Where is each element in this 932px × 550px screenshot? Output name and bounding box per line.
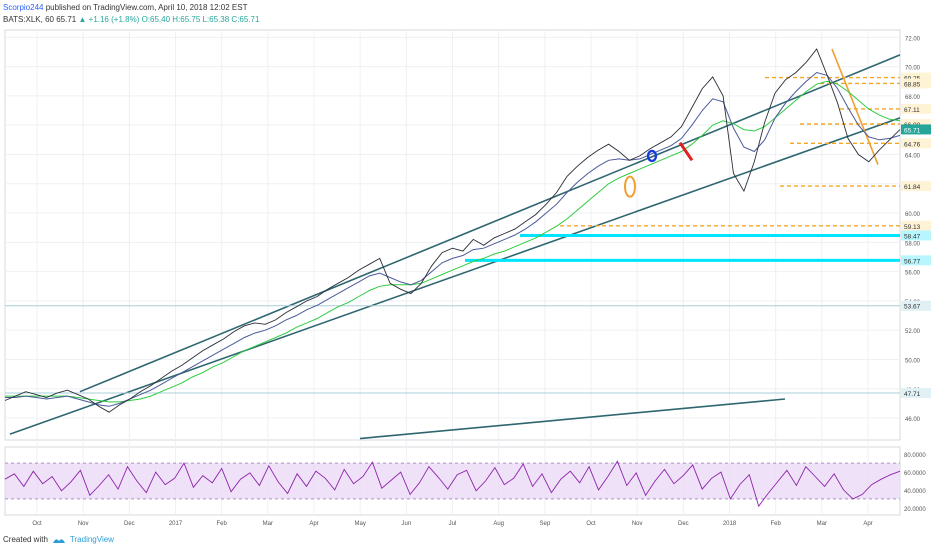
orange-downtrend-line [831, 48, 879, 166]
price-tag-label-bg [901, 300, 931, 311]
rsi-tick-label: 80.0000 [904, 453, 926, 459]
price-tag-label: 64.76 [904, 141, 921, 148]
price-tag-label-bg [901, 387, 931, 398]
rsi-tick-label: 40.0000 [904, 489, 926, 495]
price-tag-label-bg [901, 78, 931, 89]
price-tag-label-bg [901, 119, 931, 130]
x-tick-label: Feb [770, 521, 781, 527]
price-tag-label-bg [901, 255, 931, 266]
x-tick-label: Oct [586, 521, 596, 527]
price-tag-label: 53.67 [904, 304, 921, 311]
ohlc-values: O:65.40 H:65.75 L:65.38 C:65.71 [141, 15, 260, 24]
price-tag-label-bg [901, 103, 931, 114]
price-tag-label-bg [901, 181, 931, 192]
y-tick-label: 68.00 [905, 95, 921, 101]
footer: Created with TradingView [3, 533, 114, 547]
y-tick-label: 60.00 [905, 212, 921, 218]
orange-circle-marker [624, 175, 636, 198]
y-tick-label: 64.00 [905, 153, 921, 159]
lower-channel-line [9, 117, 901, 435]
x-tick-label: Nov [632, 521, 643, 527]
price-tag-label: 68.85 [904, 81, 921, 88]
chart-header: Scorpio244 published on TradingView.com,… [3, 2, 603, 28]
price-tag-label: 59.13 [904, 224, 921, 231]
y-tick-label: 50.00 [905, 358, 921, 364]
last-price: 65.71 [56, 15, 77, 24]
axes: 46.0048.0050.0052.0054.0056.0058.0060.00… [32, 36, 931, 527]
tradingview-brand-link[interactable]: TradingView [69, 535, 114, 544]
slow-moving-average-line [5, 80, 901, 403]
price-tag-label-bg [901, 138, 931, 149]
x-tick-label: Dec [678, 521, 689, 527]
y-tick-label: 46.00 [905, 417, 921, 423]
publish-line: Scorpio244 published on TradingView.com,… [3, 2, 603, 14]
x-tick-label: Aug [493, 521, 504, 527]
y-tick-label: 70.00 [905, 66, 921, 72]
x-tick-label: Jul [449, 521, 457, 527]
blue-circle-marker [646, 149, 658, 163]
last-price-tag: 65.71 [904, 127, 921, 134]
rsi-tick-label: 60.0000 [904, 471, 926, 477]
price-tag-label: 67.11 [904, 107, 920, 114]
ohlc-line: BATS:XLK, 60 65.71 ▲ +1.16 (+1.8%) O:65.… [3, 14, 603, 26]
tradingview-logo-icon [52, 538, 65, 543]
price-tag-label: 61.84 [904, 184, 921, 191]
x-tick-label: May [354, 521, 365, 527]
price-tag-label: 47.71 [904, 391, 921, 398]
created-with-text: Created with [3, 535, 48, 544]
author-link[interactable]: Scorpio244 [3, 3, 44, 12]
last-price-tag-bg [901, 124, 931, 135]
price-tag-label: 58.47 [904, 233, 921, 240]
x-tick-label: Mar [263, 521, 273, 527]
y-tick-label: 52.00 [905, 329, 921, 335]
price-line [4, 48, 901, 413]
x-tick-label: Apr [863, 521, 872, 527]
x-tick-label: Feb [216, 521, 227, 527]
x-tick-label: Dec [124, 521, 135, 527]
y-tick-label: 72.00 [905, 36, 921, 42]
grid-lines [4, 29, 901, 516]
y-tick-label: 56.00 [905, 271, 921, 277]
change-value: ▲ +1.16 (+1.8%) [78, 15, 140, 24]
price-pane [4, 48, 901, 440]
rsi-pane [4, 460, 901, 508]
x-tick-label: Mar [817, 521, 827, 527]
x-tick-label: Sep [539, 521, 550, 527]
rsi-line [4, 460, 901, 508]
x-tick-label: Apr [309, 521, 318, 527]
y-tick-label: 58.00 [905, 241, 921, 247]
price-tag-label-bg [901, 220, 931, 231]
red-arrow-marker [678, 141, 694, 162]
rsi-band [5, 463, 900, 499]
price-tag-label-bg [901, 72, 931, 83]
upper-channel-line [79, 54, 901, 393]
x-tick-label: Jun [401, 521, 411, 527]
x-tick-label: Oct [32, 521, 42, 527]
x-tick-label: 2017 [169, 521, 183, 527]
published-text: published on TradingView.com, April 10, … [45, 3, 248, 12]
rsi-tick-label: 20.0000 [904, 507, 926, 513]
price-tag-label-bg [901, 230, 931, 241]
x-tick-label: 2018 [723, 521, 737, 527]
symbol-label: BATS:XLK, 60 [3, 15, 54, 24]
lower-trend-line [359, 398, 786, 440]
price-tag-label: 56.77 [904, 258, 921, 265]
fast-moving-average-line [5, 71, 901, 407]
x-tick-label: Nov [78, 521, 89, 527]
